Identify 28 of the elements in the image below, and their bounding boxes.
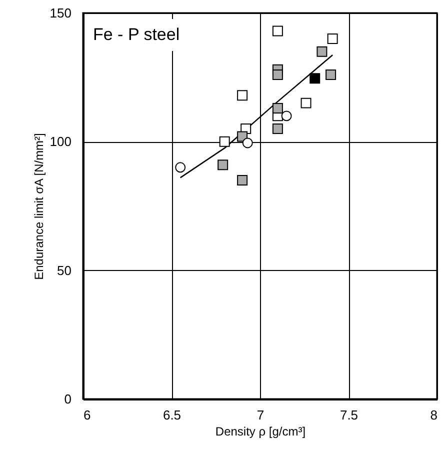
y-axis-title: Endurance limit σA [N/mm²] (32, 133, 46, 280)
point (316, 46, 328, 57)
point (272, 26, 283, 36)
point (175, 162, 186, 173)
y-tick-label: 100 (50, 134, 72, 150)
y-tick-label: 150 (50, 6, 72, 20)
y-tick-label: 0 (64, 392, 72, 406)
point (218, 160, 228, 170)
x-tick-label: 8 (430, 408, 438, 422)
point (327, 33, 338, 44)
point (237, 90, 248, 101)
point (272, 70, 283, 80)
x-tick-label: 6.5 (162, 408, 182, 422)
x-tick-label: 6 (84, 408, 91, 422)
x-tick-label: 7 (256, 408, 264, 422)
point (272, 102, 283, 114)
y-tick-label: 50 (57, 262, 72, 278)
point (237, 175, 248, 186)
point (242, 138, 253, 148)
point (272, 124, 283, 134)
annotation: Fe - P steel (93, 25, 180, 44)
point (326, 70, 336, 80)
point (281, 110, 292, 122)
x-tick-label: 7.5 (340, 408, 358, 422)
point (300, 98, 312, 108)
point (219, 136, 230, 147)
x-axis-title: Density ρ [g/cm³] (215, 424, 306, 438)
point (310, 73, 320, 84)
